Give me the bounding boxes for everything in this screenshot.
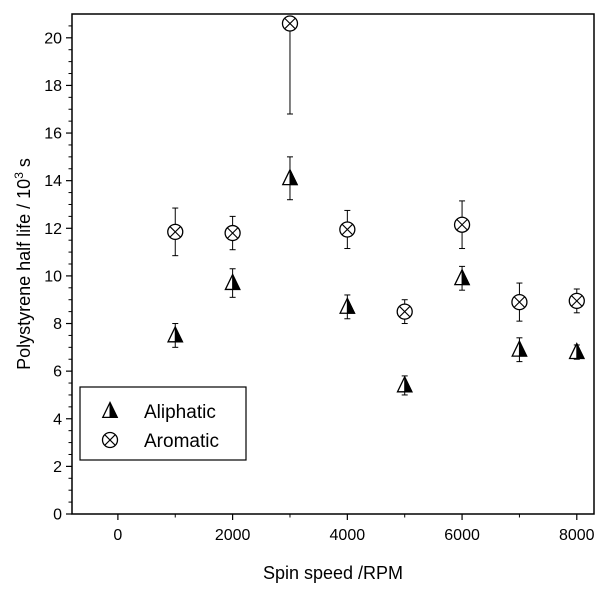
y-axis-title-superscript: 3 [12,172,26,179]
legend-marker-aliphatic [101,401,119,419]
point-aromatic [568,292,585,310]
x-tick-label: 4000 [330,527,366,544]
marker-fill [461,269,471,286]
marker-fill [576,343,585,359]
y-tick-label: 2 [53,459,62,476]
x-axis-title: Spin speed /RPM [263,563,403,583]
y-axis-ticks: 0 2 4 6 8 10 12 14 16 18 20 [44,25,72,524]
y-tick-label: 8 [53,316,62,333]
y-axis-title-main: Polystyrene half life / 10 [14,179,34,370]
x-tick-label: 6000 [444,527,480,544]
marker-cross [284,17,296,30]
point-aliphatic [453,268,471,286]
point-aliphatic [281,168,299,186]
point-aliphatic [166,325,184,343]
marker-fill [174,326,184,343]
y-tick-label: 6 [53,364,62,381]
marker-cross [104,434,116,446]
marker-fill [518,340,528,357]
point-aliphatic [339,296,356,314]
marker-cross [399,305,411,318]
marker-fill [346,298,356,314]
x-tick-label: 2000 [215,527,251,544]
y-tick-label: 12 [44,221,62,238]
error-bars [172,15,580,396]
point-aromatic [339,221,356,238]
point-aromatic [511,293,528,311]
y-tick-label: 4 [53,411,62,428]
legend: Aliphatic Aromatic [79,386,247,461]
marker-cross [341,223,354,236]
data-markers [166,15,586,393]
y-tick-label: 14 [44,173,62,190]
marker-fill [404,376,413,393]
marker-cross [571,295,583,307]
marker-cross [226,227,239,239]
marker-cross [456,219,468,231]
point-aliphatic [396,375,413,393]
point-aliphatic [511,339,528,357]
y-tick-label: 16 [44,126,62,143]
y-tick-label: 10 [44,268,62,285]
point-aromatic [224,224,241,242]
marker-cross [513,296,526,308]
legend-label-aliphatic: Aliphatic [144,402,216,423]
y-tick-label: 20 [44,30,62,47]
legend-marker-aromatic [101,431,119,449]
point-aliphatic [224,273,241,291]
legend-box [79,386,247,461]
marker-fill [289,169,299,186]
legend-markers [101,401,119,449]
legend-label-aromatic: Aromatic [144,431,219,452]
x-axis-ticks: 0 2000 4000 6000 8000 [113,514,595,544]
point-aromatic [167,223,184,241]
y-axis-title-unit: s [14,158,34,172]
y-tick-label: 0 [53,507,62,524]
x-tick-label: 8000 [559,527,595,544]
point-aliphatic [568,342,586,360]
x-tick-label: 0 [113,527,122,544]
point-aromatic [281,15,299,32]
marker-cross [169,226,181,238]
point-aromatic [396,303,413,320]
marker-fill [232,274,241,290]
y-axis-title: Polystyrene half life / 103 s [12,158,34,370]
y-tick-label: 18 [44,78,62,95]
point-aromatic [453,216,471,233]
marker-fill [109,402,119,418]
